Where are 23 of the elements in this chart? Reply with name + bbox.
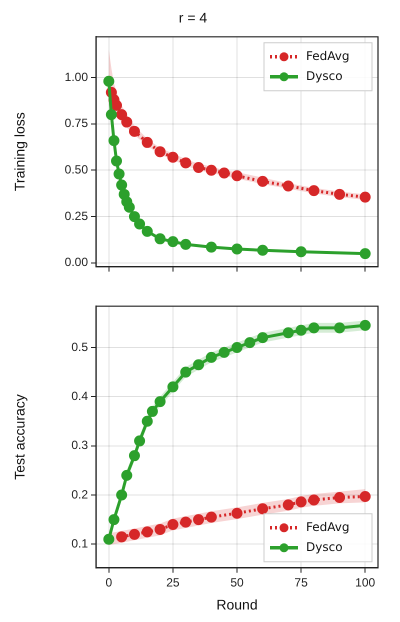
y-axis-title: Test accuracy [11,394,28,480]
legend-label: Dysco [306,68,343,83]
x-axis-title: Round [216,596,258,612]
y-tick-label: 0.75 [64,116,88,130]
y-tick-label: 1.00 [64,70,88,84]
y-tick-label: 0.50 [64,162,88,177]
y-tick-label: 0.5 [71,340,88,354]
x-tick-label: 0 [105,575,112,590]
y-tick-label: 0.25 [64,208,88,223]
x-tick-label: 25 [166,575,180,590]
y-tick-label: 0.1 [71,536,88,551]
y-axis-title: Training loss [11,112,28,192]
legend-label: Dysco [306,540,343,554]
chart-title: r = 4 [178,9,208,26]
legend-label: FedAvg [306,520,350,534]
y-tick-label: 0.3 [71,438,88,452]
x-tick-label: 75 [294,575,308,590]
y-tick-label: 0.00 [64,255,88,270]
y-tick-label: 0.2 [71,487,88,502]
x-tick-label: 50 [230,575,244,590]
x-tick-label: 100 [355,575,376,590]
y-tick-label: 0.4 [71,388,88,403]
legend-label: FedAvg [306,48,350,63]
